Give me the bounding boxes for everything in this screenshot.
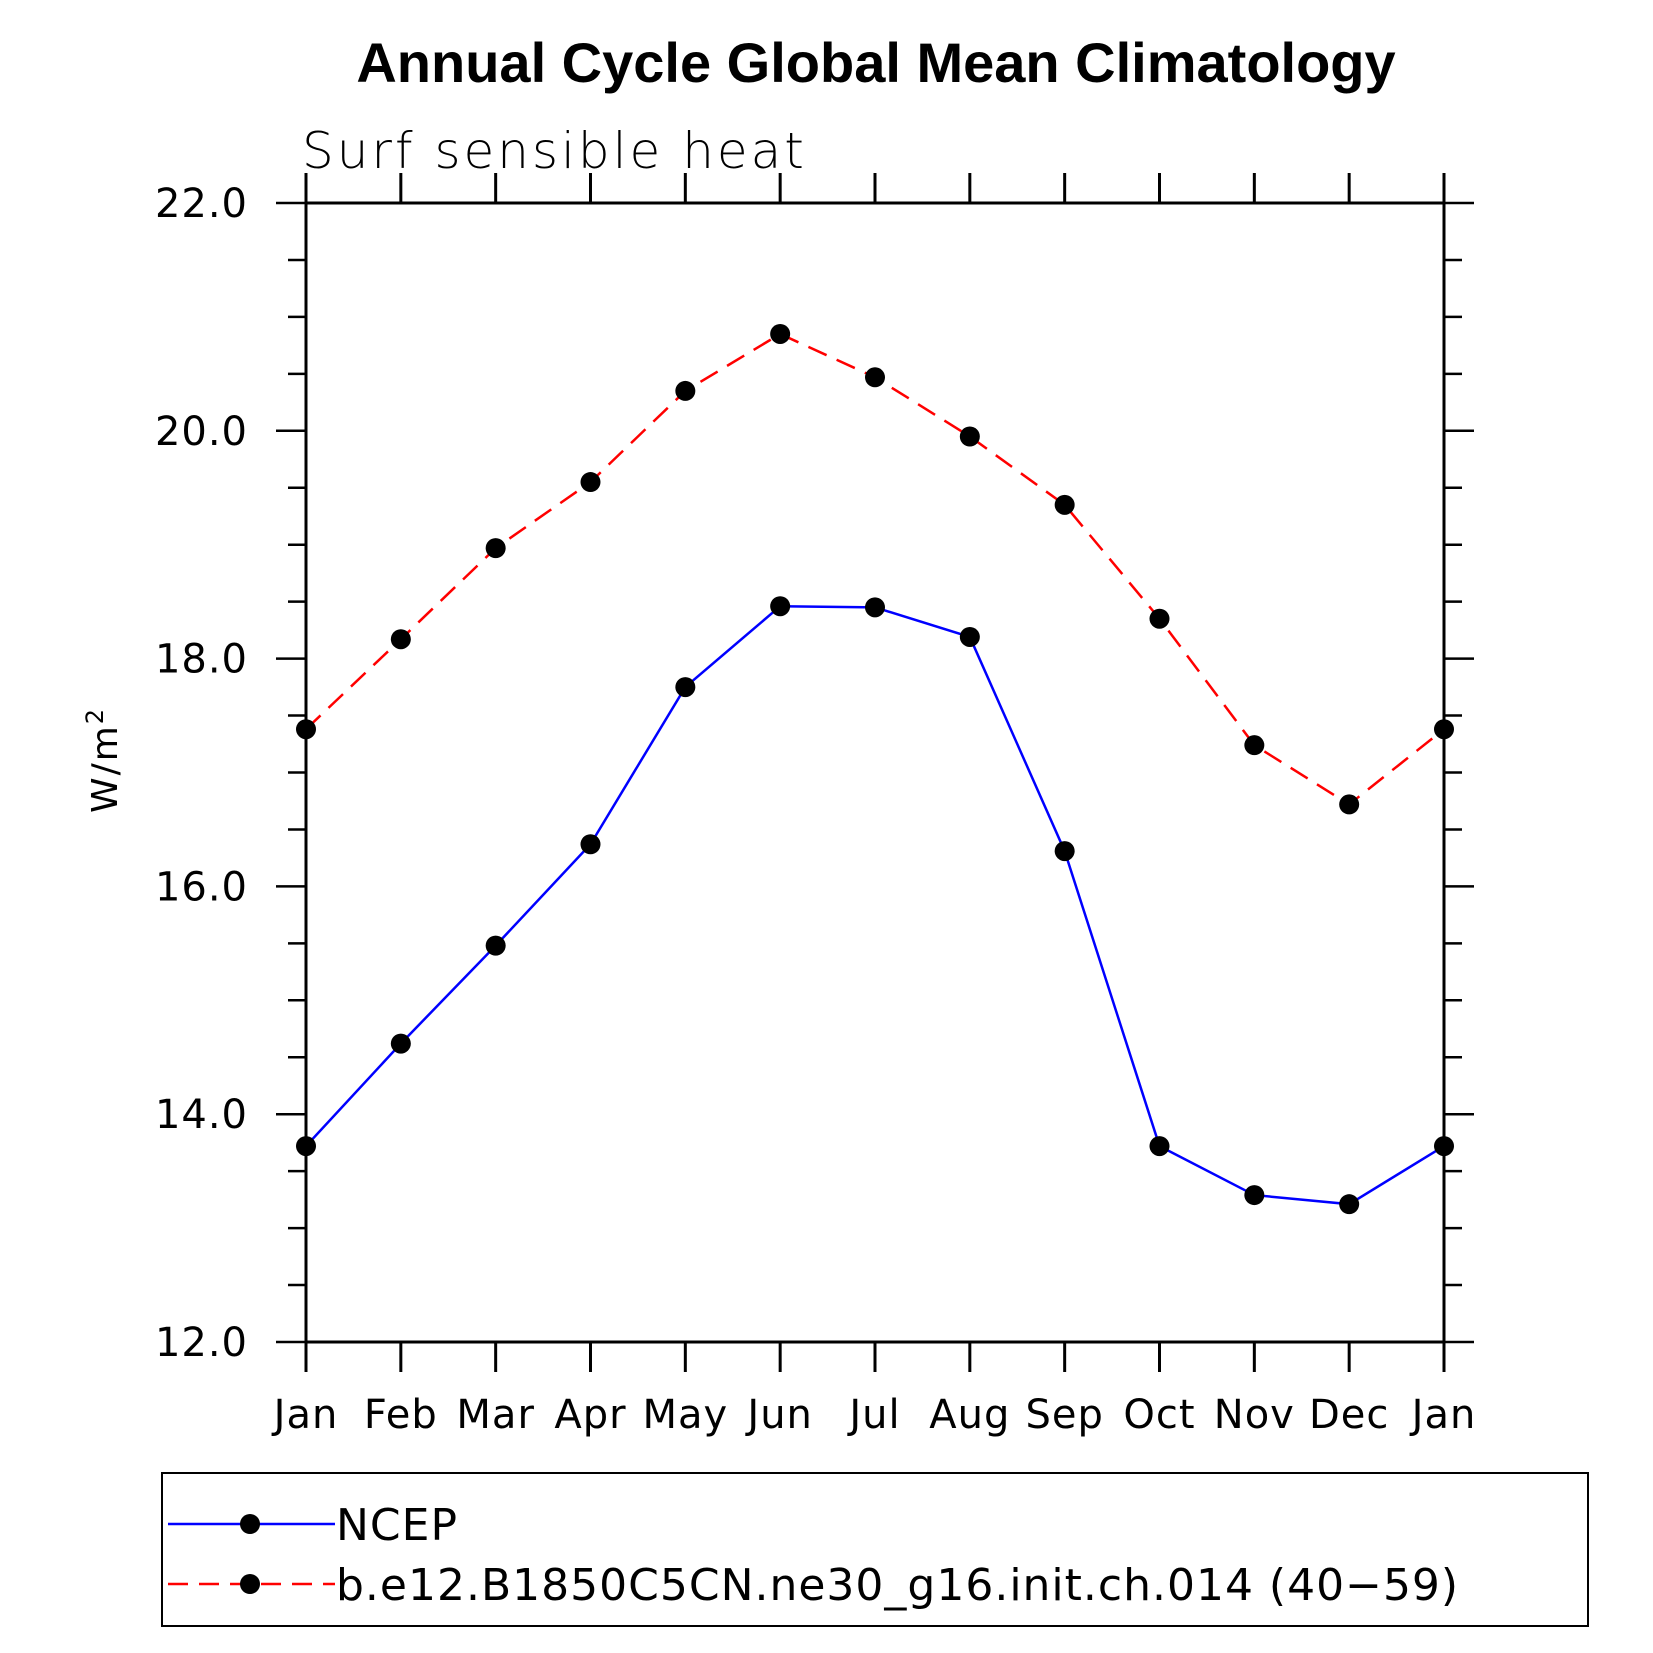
x-tick-label: Nov: [1214, 1392, 1295, 1438]
y-tick-label: 14.0: [155, 1092, 248, 1138]
series-1-point: [1244, 1185, 1265, 1206]
series-2-point: [390, 629, 411, 650]
series-layer: [296, 323, 1454, 1215]
axes-layer: Jan Feb Mar Apr May Jun Jul Aug Sep Oct Nov Dec Jan 1…: [155, 173, 1477, 1438]
series-1-point: [865, 597, 885, 618]
y-axis-label-superscript: 2: [81, 707, 109, 724]
x-tick-label: Dec: [1309, 1392, 1389, 1438]
y-tick-label: 22.0: [155, 181, 248, 227]
series-line-1: [305, 604, 1445, 1206]
series-1-point: [1149, 1136, 1170, 1157]
chart-subtitle: Surf sensible heat: [302, 122, 807, 180]
x-tick-label: Jun: [744, 1392, 813, 1438]
x-tick-label: Oct: [1123, 1392, 1195, 1438]
legend-label-2: b.e12.B1850C5CN.ne30_g16.init.ch.014 (40…: [336, 1560, 1459, 1611]
y-tick-label: 20.0: [155, 409, 248, 455]
series-2-point: [296, 719, 316, 740]
x-tick-label: Sep: [1025, 1392, 1103, 1438]
series-2-point: [959, 426, 980, 447]
series-1-point: [770, 596, 791, 617]
x-tick-label: Feb: [364, 1392, 438, 1438]
series-1-point: [390, 1033, 411, 1054]
series-2-point: [1244, 735, 1265, 756]
series-2-point: [770, 323, 791, 344]
y-axis-label-text: W/m: [85, 724, 126, 813]
x-tick-label: Jan: [1409, 1392, 1477, 1438]
x-tick-label: Aug: [929, 1392, 1010, 1438]
series-2-point: [580, 472, 601, 493]
series-1-point: [1434, 1136, 1454, 1157]
series-2-point: [485, 538, 506, 559]
series-1-point: [959, 626, 980, 647]
series-2-point: [1339, 794, 1360, 815]
series-2-point: [675, 380, 696, 401]
x-tick-label: Jan: [271, 1392, 339, 1438]
x-tick-label: May: [642, 1392, 728, 1438]
legend-box: [161, 1472, 1589, 1627]
x-tick-label: Jul: [846, 1392, 900, 1438]
series-2-point: [865, 367, 885, 388]
series-1-point: [1054, 841, 1075, 862]
y-tick-label: 18.0: [155, 637, 248, 683]
series-2-point: [1149, 608, 1170, 629]
x-tick-label: Mar: [456, 1392, 534, 1438]
series-1-point: [296, 1136, 316, 1157]
legend-marker-2: [240, 1574, 260, 1594]
legend: NCEP b.e12.B1850C5CN.ne30_g16.init.ch.014…: [168, 1500, 1459, 1611]
series-1-point: [1339, 1194, 1360, 1215]
series-2-point: [1054, 494, 1075, 515]
legend-marker-1: [240, 1514, 260, 1534]
y-tick-label: 12.0: [155, 1320, 248, 1366]
series-1-point: [675, 677, 696, 698]
y-axis-label: W/m2: [81, 707, 126, 813]
chart-title: Annual Cycle Global Mean Climatology: [356, 31, 1395, 94]
series-2-point: [1434, 719, 1454, 740]
y-tick-label: 16.0: [155, 864, 248, 910]
legend-label-1: NCEP: [336, 1500, 458, 1551]
series-1-point: [485, 935, 506, 956]
series-1-point: [580, 834, 601, 855]
series-line-2: [305, 332, 1445, 806]
x-tick-label: Apr: [554, 1392, 626, 1438]
